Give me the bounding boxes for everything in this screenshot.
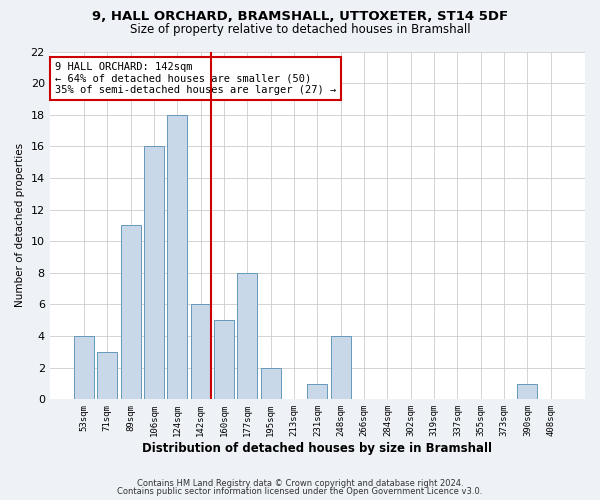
Bar <box>307 384 327 400</box>
Bar <box>97 352 117 400</box>
Bar <box>331 336 350 400</box>
Text: 9, HALL ORCHARD, BRAMSHALL, UTTOXETER, ST14 5DF: 9, HALL ORCHARD, BRAMSHALL, UTTOXETER, S… <box>92 10 508 23</box>
Text: Size of property relative to detached houses in Bramshall: Size of property relative to detached ho… <box>130 22 470 36</box>
Text: Contains public sector information licensed under the Open Government Licence v3: Contains public sector information licen… <box>118 488 482 496</box>
Bar <box>144 146 164 400</box>
Text: 9 HALL ORCHARD: 142sqm
← 64% of detached houses are smaller (50)
35% of semi-det: 9 HALL ORCHARD: 142sqm ← 64% of detached… <box>55 62 336 95</box>
Bar <box>167 114 187 400</box>
Bar <box>191 304 211 400</box>
Y-axis label: Number of detached properties: Number of detached properties <box>15 144 25 308</box>
Bar <box>121 226 140 400</box>
Bar <box>214 320 234 400</box>
X-axis label: Distribution of detached houses by size in Bramshall: Distribution of detached houses by size … <box>142 442 493 455</box>
Bar <box>74 336 94 400</box>
Bar <box>517 384 538 400</box>
Bar <box>261 368 281 400</box>
Text: Contains HM Land Registry data © Crown copyright and database right 2024.: Contains HM Land Registry data © Crown c… <box>137 478 463 488</box>
Bar <box>238 273 257 400</box>
